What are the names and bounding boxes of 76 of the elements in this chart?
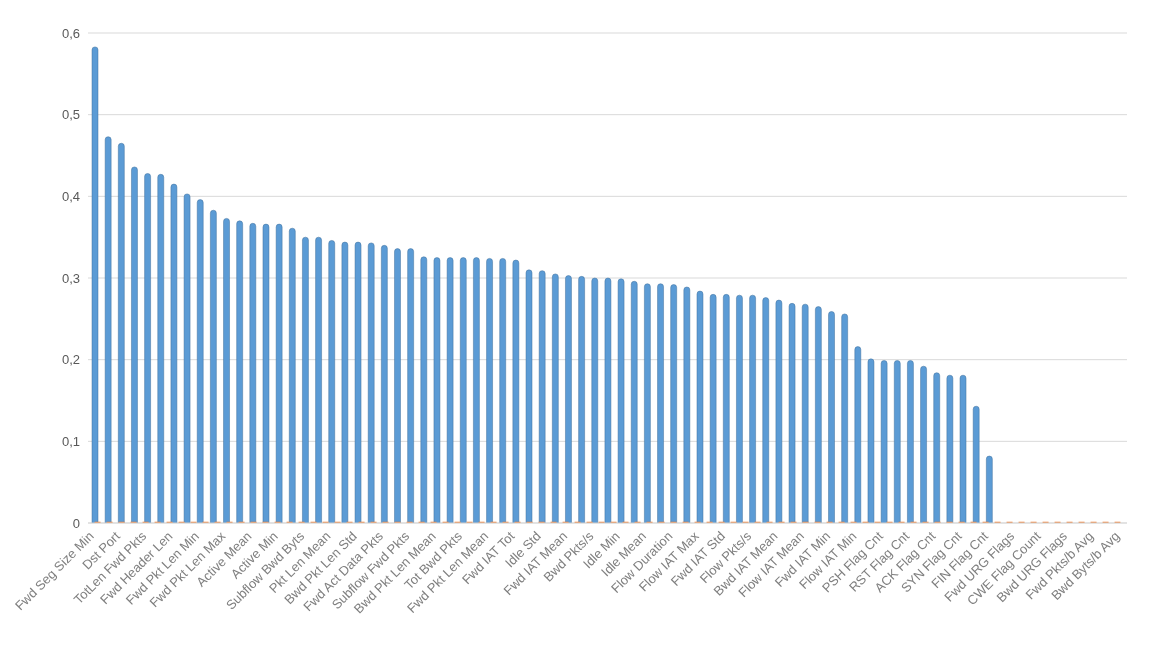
bar [972,405,980,523]
bar [354,241,362,523]
bar [880,360,888,523]
bar [210,209,217,523]
bar [815,306,822,523]
bar [538,270,546,523]
bar [683,286,691,523]
bar [696,290,704,523]
y-tick-label: 0,3 [61,270,80,286]
bar [946,374,954,523]
bar [841,313,848,523]
bar [328,240,335,523]
bar [854,346,862,523]
bar [723,294,730,523]
bar [249,223,257,523]
bar [407,248,414,523]
bar [499,258,506,523]
bar [381,245,388,523]
bar [341,241,349,523]
bar [644,283,651,523]
bar [433,257,441,523]
bar [933,372,940,523]
bar [512,259,520,523]
bar [630,281,638,523]
bar [236,220,243,523]
bar [591,277,599,523]
bar [736,294,743,523]
bar [144,173,151,523]
bar [670,284,677,523]
bar [460,257,467,523]
bar [302,236,309,523]
bar [775,299,783,523]
bar [420,256,428,523]
bar [959,374,967,523]
bar [367,242,375,523]
bar [196,199,204,523]
bar [762,297,769,523]
y-tick-label: 0,4 [61,188,80,204]
bar [894,360,901,523]
bar [275,223,283,523]
bar [262,223,270,523]
bar [828,311,835,523]
bar [486,258,493,523]
bar [552,273,559,523]
bar [749,294,756,523]
bar [907,360,914,523]
bar [986,455,993,523]
bar [709,294,717,523]
y-tick-label: 0,6 [61,25,80,41]
bar [118,143,125,523]
y-tick-label: 0,5 [61,107,80,123]
bar [91,46,99,523]
bar [131,166,138,523]
bar [104,136,112,523]
bar [525,269,533,523]
bar [315,236,322,523]
bar [617,278,625,523]
bar [801,303,809,523]
bar [657,283,664,523]
bar [867,358,875,523]
bar [170,183,178,523]
bar [223,218,230,523]
y-tick-label: 0,2 [61,352,80,368]
bar [157,174,165,523]
bar [183,193,191,523]
bar [604,277,612,523]
bar [578,276,585,523]
bar [473,257,480,523]
bar [788,303,796,523]
bar [394,248,401,523]
y-tick-label: 0,1 [61,433,80,449]
y-tick-label: 0 [72,515,80,531]
bar [565,275,572,523]
bar [446,257,454,523]
bar [289,227,296,523]
bar [920,365,927,523]
